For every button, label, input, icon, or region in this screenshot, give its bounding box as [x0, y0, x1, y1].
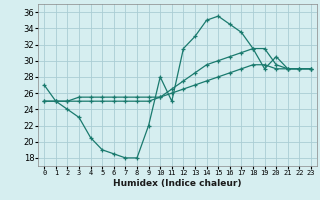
X-axis label: Humidex (Indice chaleur): Humidex (Indice chaleur) — [113, 179, 242, 188]
